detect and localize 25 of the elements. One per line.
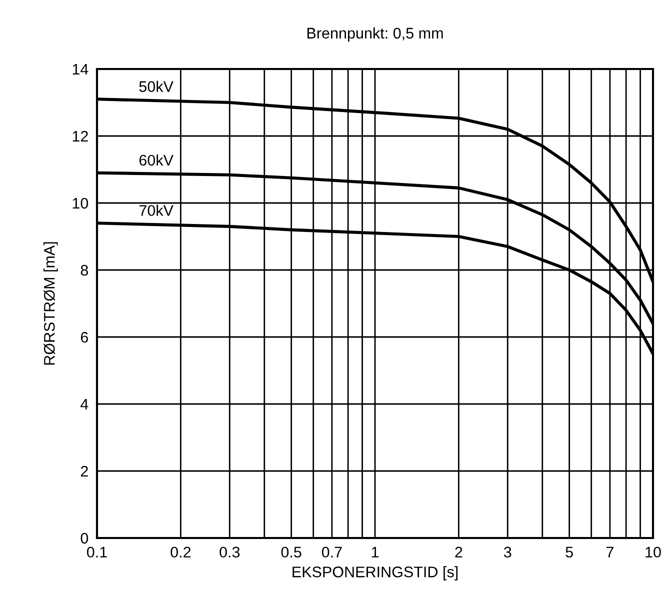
x-tick-label: 7 [606, 546, 614, 558]
x-tick-label: 0.2 [170, 546, 191, 558]
y-tick-label: 8 [80, 264, 88, 276]
x-tick-label: 5 [566, 546, 573, 558]
chart-title: Brennpunkt: 0,5 mm [307, 27, 443, 42]
y-tick-label: 0 [80, 532, 88, 544]
series-label: 70kV [139, 204, 174, 216]
x-axis-title: EKSPONERINGSTID [s] [292, 566, 458, 580]
y-tick-label: 2 [80, 466, 88, 477]
x-tick-label: 10 [646, 546, 661, 558]
x-tick-label: 0.7 [322, 546, 342, 558]
y-tick-label: 14 [72, 64, 88, 75]
x-tick-label: 0.3 [220, 546, 240, 558]
series-label: 50kV [139, 80, 174, 92]
y-tick-label: 10 [72, 198, 88, 209]
series-label: 60kV [139, 154, 174, 166]
x-tick-label: 1 [372, 546, 379, 558]
x-tick-label: 0.1 [86, 546, 107, 558]
y-tick-label: 6 [80, 332, 88, 343]
x-tick-label: 3 [504, 546, 512, 558]
y-tick-label: 4 [80, 399, 88, 410]
y-tick-label: 12 [72, 130, 88, 142]
y-axis-title: RØRSTRØM [mA] [44, 242, 58, 365]
x-tick-label: 0.5 [281, 546, 302, 558]
x-tick-label: 2 [455, 546, 462, 558]
